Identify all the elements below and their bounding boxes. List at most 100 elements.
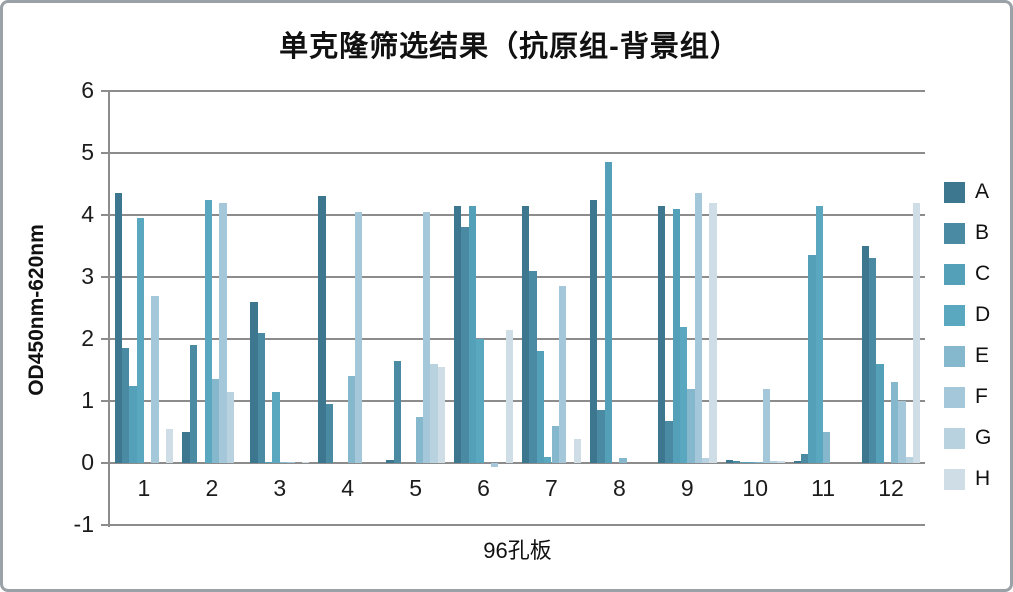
- bar-B-6: [461, 227, 469, 463]
- bar-G-2: [226, 391, 234, 463]
- bar-F-3: [287, 461, 295, 463]
- y-tick-label-5: 5: [81, 139, 94, 165]
- y-tick-1: [101, 400, 110, 402]
- bar-D-10: [747, 461, 756, 463]
- bar-A-10: [725, 459, 734, 463]
- legend-swatch-F: [944, 386, 965, 408]
- bar-B-3: [257, 332, 266, 463]
- y-tick-label-1: 1: [81, 387, 94, 413]
- bar-E-12: [891, 382, 899, 463]
- bar-B-9: [665, 420, 673, 463]
- bar-F-6: [490, 463, 499, 468]
- bar-H-1: [166, 428, 174, 463]
- bar-B-10: [733, 461, 741, 463]
- legend-item-F: F: [944, 385, 991, 409]
- x-tick-label-3: 3: [273, 475, 287, 501]
- y-tick-0: [101, 462, 110, 464]
- bar-A-3: [250, 301, 258, 463]
- bar-A-2: [182, 432, 190, 463]
- gridline-3: [110, 276, 925, 278]
- bar-B-8: [597, 410, 605, 463]
- bar-G-5: [430, 363, 438, 463]
- y-axis-line: [108, 91, 110, 527]
- bar-D-7: [544, 456, 552, 463]
- bar-C-12: [876, 363, 884, 463]
- bar-G-9: [702, 458, 710, 463]
- bar-H-9: [709, 202, 717, 463]
- x-tick-label-9: 9: [680, 475, 694, 501]
- legend-swatch-E: [944, 345, 965, 367]
- y-tick-3: [101, 276, 110, 278]
- gridline--1: [110, 524, 925, 526]
- bar-F-7: [558, 286, 567, 463]
- x-tick-label-8: 8: [612, 475, 626, 501]
- chart-title: 单克隆筛选结果（抗原组-背景组）: [279, 31, 740, 63]
- bar-C-11: [808, 255, 816, 463]
- y-tick-2: [101, 338, 110, 340]
- bar-E-3: [279, 461, 288, 463]
- bar-G-12: [905, 456, 914, 463]
- bar-E-4: [347, 376, 356, 463]
- legend-swatch-H: [944, 468, 965, 490]
- x-tick-label-12: 12: [878, 475, 904, 501]
- y-tick--1: [101, 524, 110, 526]
- legend-label-D: D: [975, 303, 991, 326]
- bar-E-8: [619, 458, 627, 463]
- y-axis-title: OD450nm-620nm: [25, 224, 48, 396]
- legend-label-F: F: [975, 385, 988, 408]
- bar-A-11: [793, 461, 802, 463]
- legend-label-C: C: [975, 262, 991, 285]
- bar-D-2: [204, 199, 212, 463]
- bar-A-6: [454, 205, 462, 463]
- bar-B-12: [868, 258, 877, 463]
- bar-B-7: [529, 270, 537, 463]
- bar-A-7: [522, 205, 530, 463]
- x-tick-label-1: 1: [137, 475, 151, 501]
- bar-C-9: [672, 208, 680, 463]
- bar-D-6: [476, 339, 484, 463]
- y-tick-label-6: 6: [81, 77, 94, 103]
- x-axis-title: 96孔板: [483, 538, 552, 563]
- legend-label-A: A: [975, 180, 990, 203]
- y-tick-5: [101, 152, 110, 154]
- bar-B-5: [393, 360, 401, 463]
- x-tick-label-6: 6: [477, 475, 490, 501]
- bar-E-5: [415, 416, 423, 463]
- bar-C-3: [265, 461, 273, 463]
- x-tick-label-10: 10: [742, 475, 768, 501]
- x-tick-label-7: 7: [545, 475, 558, 501]
- bar-E-2: [211, 379, 220, 463]
- bar-H-12: [913, 202, 921, 463]
- x-tick-label-2: 2: [205, 475, 219, 501]
- bar-G-10: [769, 460, 778, 463]
- y-tick-label-3: 3: [81, 263, 94, 289]
- bar-D-9: [679, 326, 688, 463]
- bar-D-3: [272, 391, 280, 463]
- y-tick-label-2: 2: [81, 325, 94, 351]
- bar-A-12: [861, 246, 869, 463]
- legend-item-D: D: [944, 303, 991, 327]
- bar-E-11: [823, 432, 831, 463]
- legend-swatch-B: [944, 222, 965, 244]
- bar-C-10: [740, 461, 748, 463]
- bar-A-4: [318, 196, 326, 463]
- bar-B-4: [325, 404, 333, 463]
- gridline-5: [110, 152, 925, 154]
- bar-C-6: [468, 205, 477, 463]
- bar-F-5: [423, 211, 431, 463]
- bar-A-8: [589, 199, 598, 463]
- legend-item-G: G: [944, 426, 991, 450]
- legend-swatch-C: [944, 263, 965, 285]
- bar-B-2: [189, 345, 198, 463]
- gridline-4: [110, 214, 925, 216]
- legend-swatch-D: [944, 304, 965, 326]
- bar-F-2: [219, 202, 227, 463]
- x-tick-label-4: 4: [341, 475, 355, 501]
- bar-B-11: [801, 453, 809, 463]
- y-tick-label--1: -1: [73, 511, 94, 537]
- bar-A-5: [386, 459, 394, 463]
- bar-E-9: [687, 388, 695, 463]
- y-tick-label-0: 0: [81, 449, 94, 475]
- bar-A-9: [657, 205, 666, 463]
